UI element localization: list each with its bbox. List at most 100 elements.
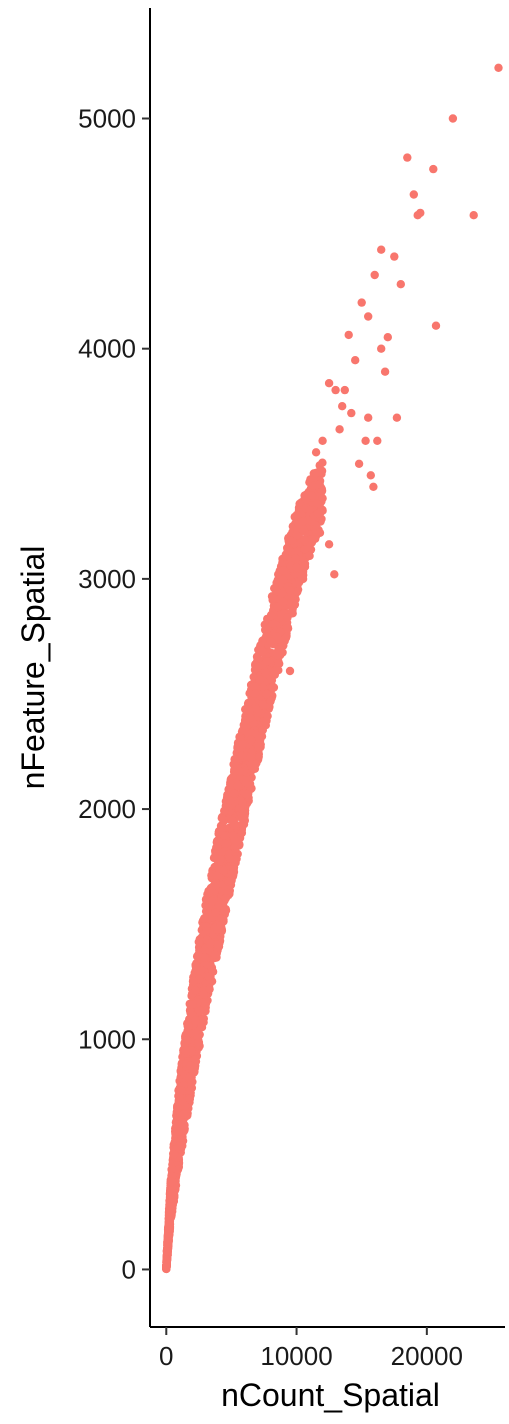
data-point — [279, 566, 288, 575]
data-point — [266, 611, 276, 621]
data-point — [228, 816, 237, 825]
data-point — [247, 729, 256, 738]
data-point — [202, 926, 211, 935]
data-point — [180, 1120, 189, 1130]
data-point — [357, 298, 366, 307]
data-point — [258, 725, 267, 735]
data-point — [179, 1109, 188, 1119]
data-point — [256, 641, 265, 650]
data-point — [221, 893, 231, 903]
data-point — [238, 798, 247, 807]
data-point — [194, 937, 203, 947]
data-point — [344, 330, 353, 340]
data-point — [315, 528, 325, 537]
data-point — [392, 413, 402, 422]
data-point — [281, 633, 291, 642]
data-point — [261, 667, 270, 677]
data-point — [169, 1150, 179, 1159]
data-point — [272, 578, 281, 587]
y-tick-label: 2000 — [78, 794, 136, 824]
data-point — [185, 1073, 194, 1082]
data-point — [255, 675, 265, 684]
data-point — [283, 545, 292, 555]
data-point — [254, 742, 263, 751]
data-point — [269, 619, 278, 628]
data-point — [262, 689, 271, 699]
data-point — [469, 211, 478, 220]
data-point — [330, 570, 339, 579]
data-point — [219, 866, 228, 875]
data-point — [242, 790, 252, 799]
data-point — [305, 551, 314, 561]
data-point — [167, 1177, 176, 1187]
data-point — [373, 436, 382, 445]
data-point — [229, 767, 239, 777]
data-point — [195, 1006, 205, 1016]
data-point — [200, 914, 209, 923]
data-point — [298, 574, 308, 584]
data-point — [331, 385, 340, 395]
data-point — [211, 908, 220, 917]
data-point — [227, 870, 237, 879]
data-point — [233, 781, 243, 791]
data-point — [383, 333, 392, 342]
y-tick-label: 5000 — [78, 103, 136, 133]
data-point — [285, 666, 295, 676]
y-tick-label: 1000 — [78, 1024, 136, 1054]
data-point — [309, 481, 318, 490]
data-point — [225, 854, 234, 863]
data-point — [258, 700, 268, 709]
data-point — [207, 896, 217, 906]
data-point — [347, 408, 356, 418]
data-point — [231, 855, 241, 864]
data-point — [370, 270, 379, 280]
data-point — [313, 509, 323, 518]
data-point — [364, 413, 373, 422]
data-point — [283, 624, 292, 633]
data-point — [272, 632, 282, 641]
data-point — [250, 689, 260, 698]
data-point — [166, 1190, 175, 1200]
data-point — [220, 839, 230, 848]
data-point — [291, 554, 300, 563]
data-point — [212, 871, 222, 880]
data-point — [164, 1223, 173, 1233]
data-point — [413, 211, 422, 220]
data-point — [369, 482, 378, 491]
data-point — [212, 940, 221, 949]
data-point — [396, 280, 405, 289]
x-axis-title: nCount_Spatial — [221, 1377, 440, 1413]
y-tick-label: 0 — [122, 1254, 136, 1284]
y-axis-ticks: 0 1000 2000 3000 4000 5000 — [78, 103, 150, 1284]
data-point — [364, 312, 373, 321]
data-point — [243, 705, 252, 714]
y-tick-label: 3000 — [78, 564, 136, 594]
data-point — [226, 780, 235, 789]
data-point — [278, 575, 288, 584]
data-point — [198, 1015, 207, 1024]
x-axis-ticks: 0 10000 20000 — [159, 1327, 463, 1371]
data-point — [226, 796, 235, 806]
data-point — [292, 510, 301, 520]
data-point — [279, 597, 288, 607]
data-point — [311, 469, 320, 478]
data-point — [318, 458, 327, 467]
data-point — [163, 1237, 172, 1247]
data-point — [217, 813, 226, 823]
data-point — [184, 1021, 193, 1031]
data-point — [293, 587, 302, 597]
data-point — [188, 1000, 197, 1009]
data-point — [307, 491, 316, 500]
data-point — [194, 950, 203, 959]
data-point — [292, 563, 301, 572]
data-point — [220, 906, 229, 915]
data-point — [240, 716, 250, 726]
data-point — [190, 1055, 199, 1064]
y-axis-title: nFeature_Spatial — [15, 546, 51, 790]
data-point — [194, 966, 204, 975]
data-point — [272, 648, 281, 657]
data-point — [298, 517, 308, 526]
x-tick-label: 20000 — [391, 1341, 463, 1371]
data-point — [239, 809, 248, 818]
data-point — [162, 1246, 171, 1256]
